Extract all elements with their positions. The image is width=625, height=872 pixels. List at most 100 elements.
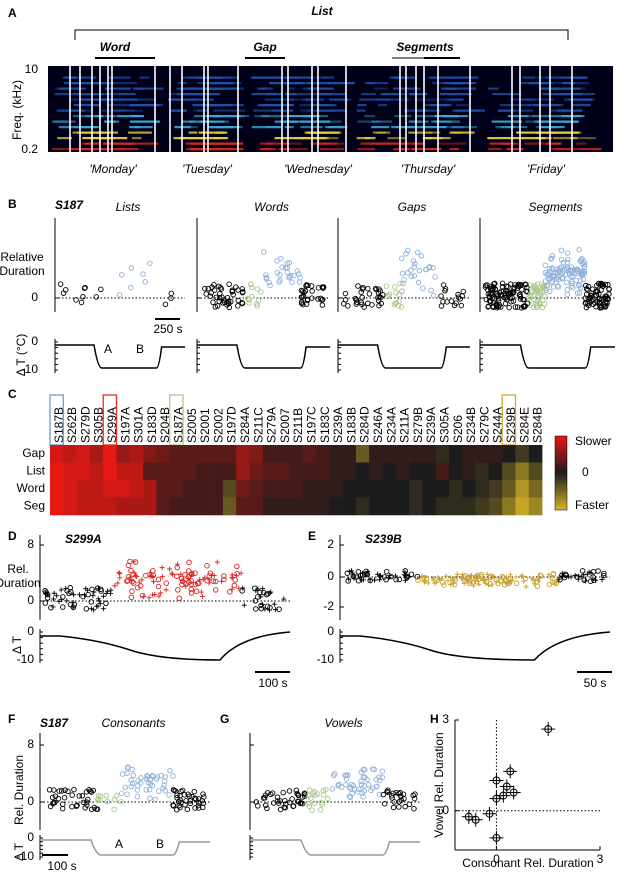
point: [534, 298, 541, 305]
heat-cell: [103, 480, 117, 498]
point: [94, 603, 100, 609]
point: [505, 291, 512, 297]
point: [42, 588, 48, 594]
point: [217, 284, 224, 291]
point: [459, 571, 465, 577]
point: [51, 787, 57, 793]
point: [147, 260, 153, 266]
spectro-band: [305, 76, 329, 79]
point: [532, 283, 538, 289]
point: [418, 253, 425, 259]
point: [113, 792, 120, 799]
point: [95, 596, 101, 602]
point: [396, 798, 403, 805]
error-cross: [503, 764, 518, 779]
point: [76, 793, 82, 799]
label: Δ T: [12, 842, 26, 861]
point: [118, 790, 125, 797]
spectro-band: [279, 120, 299, 123]
point: [118, 272, 125, 278]
x-tick-label: 3: [597, 852, 604, 866]
point: [576, 247, 582, 253]
point: [65, 788, 71, 795]
label: List: [311, 4, 333, 18]
point: [199, 804, 206, 811]
point: [588, 293, 594, 299]
point: [118, 798, 124, 805]
point: [174, 573, 180, 580]
spectro-band: [79, 76, 88, 79]
column-label: S299A: [105, 407, 119, 443]
point: [516, 292, 523, 298]
heat-cell: [462, 480, 476, 498]
spectro-band: [134, 126, 153, 129]
spectro-band: [282, 142, 302, 145]
spectro-band: [374, 142, 408, 145]
spectro-band: [364, 137, 376, 140]
point: [297, 274, 303, 281]
spectro-band: [524, 120, 546, 123]
point: [555, 284, 562, 290]
point: [162, 301, 169, 308]
point: [392, 284, 398, 290]
point: [308, 283, 315, 289]
point: [587, 295, 593, 302]
point: [200, 594, 206, 600]
point: [116, 292, 123, 298]
spectro-band: [413, 98, 445, 101]
point: [391, 301, 398, 308]
label: -10: [21, 362, 39, 376]
spectro-band: [185, 142, 216, 145]
spectro-band: [72, 131, 104, 134]
point: [303, 301, 310, 307]
spectro-band: [201, 98, 213, 101]
point: [594, 282, 600, 289]
spectro-band: [82, 137, 107, 140]
point: [175, 587, 181, 593]
point: [100, 593, 106, 599]
point: [349, 568, 355, 574]
point: [546, 288, 553, 295]
spectro-band: [487, 87, 499, 90]
point: [304, 297, 311, 304]
spectro-band: [118, 93, 136, 96]
spectro-band: [408, 120, 429, 123]
point: [142, 279, 148, 285]
point: [414, 249, 421, 256]
spectro-band: [108, 115, 140, 118]
point: [296, 798, 302, 805]
spectro-band: [262, 104, 294, 107]
point: [282, 265, 289, 271]
label: 0: [27, 794, 34, 808]
spectro-band: [560, 76, 586, 79]
heat-cell: [209, 462, 224, 481]
point: [528, 291, 534, 297]
spectro-band: [108, 76, 131, 79]
heat-cell: [183, 480, 197, 498]
point: [492, 776, 501, 785]
point: [361, 766, 368, 773]
point: [69, 803, 75, 810]
point: [62, 787, 68, 793]
point: [502, 300, 509, 307]
spectro-band: [327, 82, 355, 85]
spectro-band: [72, 115, 104, 118]
point: [48, 604, 54, 611]
word-label: 'Wednesday': [284, 162, 352, 176]
point: [82, 805, 88, 811]
heat-cell: [116, 480, 131, 498]
point: [219, 294, 225, 301]
heat-cell: [249, 480, 264, 498]
point: [104, 798, 111, 805]
point: [423, 266, 429, 273]
spectro-band: [209, 148, 235, 151]
spectro-band: [564, 98, 595, 101]
spectro-band: [551, 87, 581, 90]
point: [150, 773, 156, 780]
point: [125, 764, 131, 770]
label: Faster: [575, 498, 609, 512]
spectro-band: [135, 98, 156, 101]
label: 0: [31, 334, 38, 348]
spectro-band: [394, 115, 412, 118]
